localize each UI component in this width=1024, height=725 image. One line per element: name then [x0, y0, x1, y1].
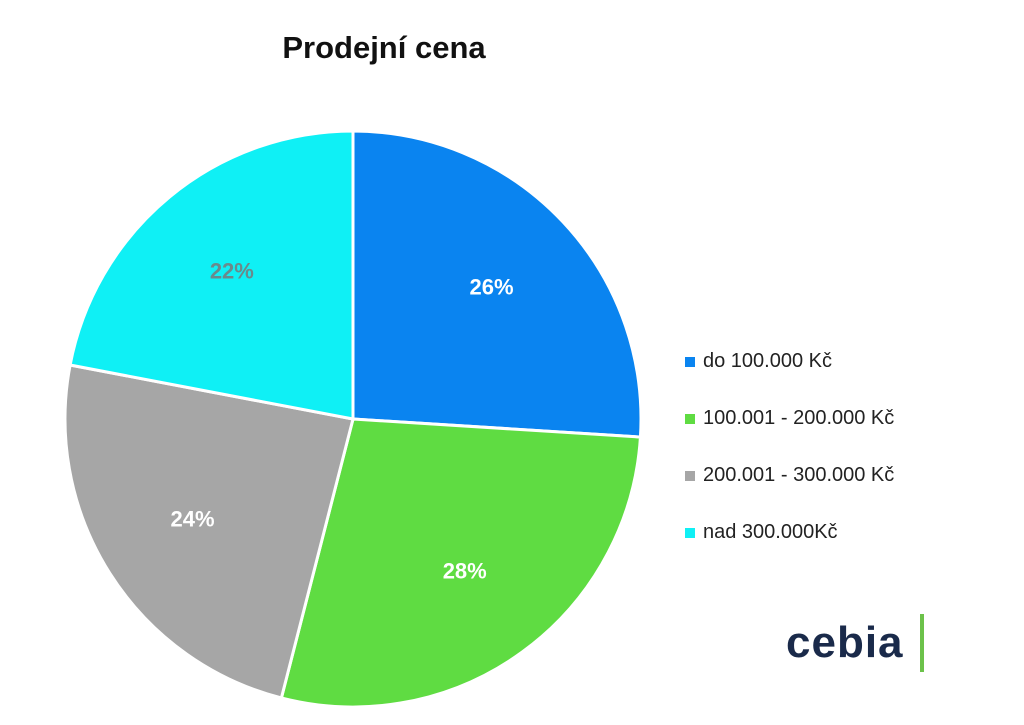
slice-data-label: 24% — [170, 507, 214, 532]
legend-label: do 100.000 Kč — [703, 350, 832, 372]
pie-slice — [63, 363, 355, 700]
brand-accent-bar — [920, 614, 924, 672]
pie-slice — [279, 417, 643, 709]
legend-label: 200.001 - 300.000 Kč — [703, 464, 895, 486]
legend-swatch-icon — [685, 470, 695, 481]
legend-swatch-icon — [685, 527, 695, 538]
brand-logo: cebia — [786, 618, 904, 668]
pie-slice — [351, 129, 643, 439]
pie-slice — [68, 129, 355, 421]
slice-data-label: 26% — [470, 275, 514, 300]
legend-item: nad 300.000Kč — [685, 504, 894, 561]
slice-data-label: 28% — [443, 559, 487, 584]
chart-title: Prodejní cena — [282, 30, 486, 65]
legend-label: 100.001 - 200.000 Kč — [703, 407, 895, 429]
legend-item: do 100.000 Kč — [685, 333, 894, 390]
legend: do 100.000 Kč 100.001 - 200.000 Kč 200.0… — [685, 333, 894, 561]
brand-name: cebia — [786, 618, 904, 667]
legend-swatch-icon — [685, 356, 695, 367]
legend-item: 200.001 - 300.000 Kč — [685, 447, 894, 504]
slice-data-label: 22% — [210, 258, 254, 283]
legend-item: 100.001 - 200.000 Kč — [685, 390, 894, 447]
legend-label: nad 300.000Kč — [703, 521, 838, 543]
legend-swatch-icon — [685, 413, 695, 424]
